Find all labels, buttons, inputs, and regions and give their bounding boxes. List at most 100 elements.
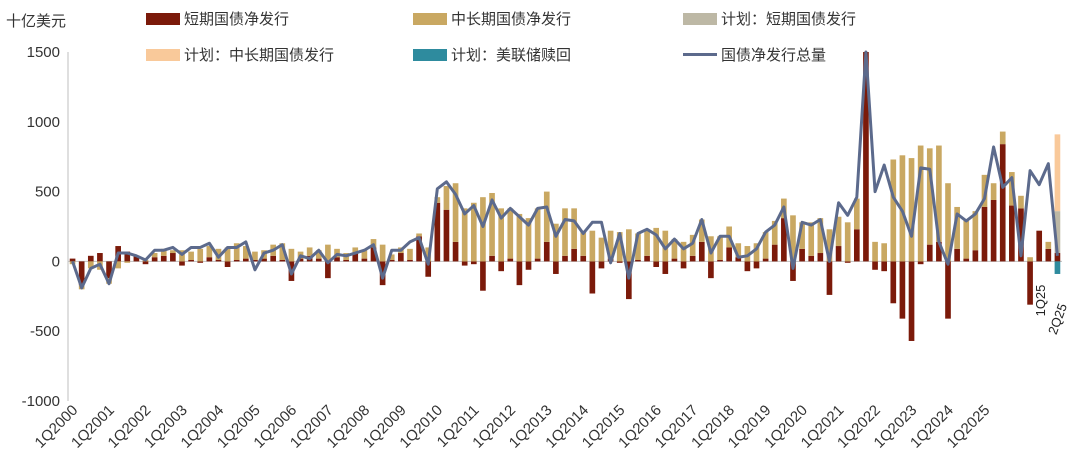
bar-long (808, 222, 815, 256)
bar-long (188, 251, 194, 261)
legend-swatch (146, 13, 180, 25)
bar-short (972, 250, 979, 262)
bar-short (762, 258, 769, 262)
bar-long (936, 145, 942, 242)
bar-long (616, 232, 623, 262)
bar-long (489, 192, 495, 256)
bar-short (480, 261, 486, 291)
legend-item-plan_short: 计划：短期国债发行 (683, 8, 856, 29)
bar-long (525, 218, 532, 262)
bar-short (325, 261, 331, 279)
legend-swatch (146, 49, 180, 61)
bar-long (352, 247, 359, 254)
bar-long (461, 208, 468, 262)
bar-short (999, 144, 1006, 262)
y-tick-label: 500 (35, 184, 60, 201)
bar-long (115, 261, 121, 269)
legend-swatch (683, 13, 717, 25)
bar-short (844, 261, 851, 263)
bar-short (252, 260, 258, 262)
bar-long (680, 241, 687, 262)
bar-long (735, 243, 742, 258)
legend-label: 计划：美联储赎回 (451, 47, 572, 64)
y-tick-label: -500 (30, 323, 60, 340)
bar-short (534, 258, 541, 262)
bar-short (215, 260, 222, 262)
bar-short (142, 261, 149, 265)
bar-short (899, 261, 906, 319)
legend-label: 短期国债净发行 (184, 11, 290, 28)
y-axis-unit: 十亿美元 (6, 13, 67, 30)
bar-long (753, 243, 760, 262)
bar-long (990, 183, 997, 200)
bar-long (826, 229, 833, 262)
bar-long (452, 183, 459, 242)
bar-short (626, 261, 632, 300)
bar-long (644, 229, 650, 256)
y-tick-label: 1000 (27, 114, 60, 131)
bar-short (334, 257, 340, 262)
bar-long (635, 233, 641, 261)
bar-short (297, 258, 304, 262)
bar-long (835, 216, 842, 247)
bar-long (470, 202, 477, 262)
bar-short (872, 261, 878, 270)
bar-long (543, 191, 550, 242)
bar-long (325, 244, 331, 262)
bar-short (726, 247, 732, 262)
bar-long (744, 246, 751, 262)
bar-long (306, 247, 313, 256)
bar-short (242, 258, 249, 262)
bar-short (580, 255, 587, 262)
bar-short (781, 218, 787, 262)
bar-short (817, 253, 824, 262)
bar-long (507, 208, 514, 259)
bar-long (288, 248, 295, 262)
bar-short (881, 261, 888, 272)
bar-long (160, 248, 167, 256)
bar-long (580, 230, 587, 256)
bar-short (206, 257, 213, 262)
bar-short (224, 261, 231, 267)
bar-short (890, 261, 897, 304)
y-axis: 1500 1000 500 0 -500 -1000 (22, 44, 1062, 410)
bar-long (881, 243, 888, 262)
bar-short (744, 261, 751, 272)
bar-long (999, 131, 1006, 145)
bar-short (562, 255, 568, 262)
bar-long (589, 230, 596, 262)
bar-short (124, 251, 131, 262)
bar-plan_long (1054, 134, 1061, 212)
bar-long (233, 243, 240, 261)
bar-short (87, 255, 94, 262)
bar-long (361, 250, 368, 259)
bar-short (589, 261, 596, 294)
bar-short (835, 246, 842, 262)
legend-item-plan_long: 计划：中长期国债发行 (146, 44, 334, 65)
bar-short (1054, 253, 1061, 262)
bar-short (1045, 248, 1052, 262)
bar-long (480, 197, 486, 262)
bar-long (279, 243, 286, 261)
bar-long (926, 148, 933, 245)
bar-short (543, 241, 550, 262)
bar-long (224, 247, 231, 262)
bar-short (233, 260, 240, 262)
bar-long (498, 208, 504, 262)
bar-long (762, 232, 769, 259)
bar-short (516, 261, 523, 286)
bar-short (261, 258, 267, 262)
bar-long (407, 248, 413, 261)
bar-short (571, 248, 577, 262)
bar-short (160, 255, 167, 262)
legend-label: 计划：短期国债发行 (721, 11, 857, 28)
bar-long (1027, 257, 1033, 262)
bar-long (963, 220, 970, 259)
bar-long (689, 234, 696, 256)
bar-long (717, 236, 723, 261)
bar-long (215, 248, 222, 261)
bar-short (388, 260, 395, 262)
bar-short (635, 260, 641, 262)
bar-long (206, 246, 213, 258)
bar-short (361, 258, 368, 262)
